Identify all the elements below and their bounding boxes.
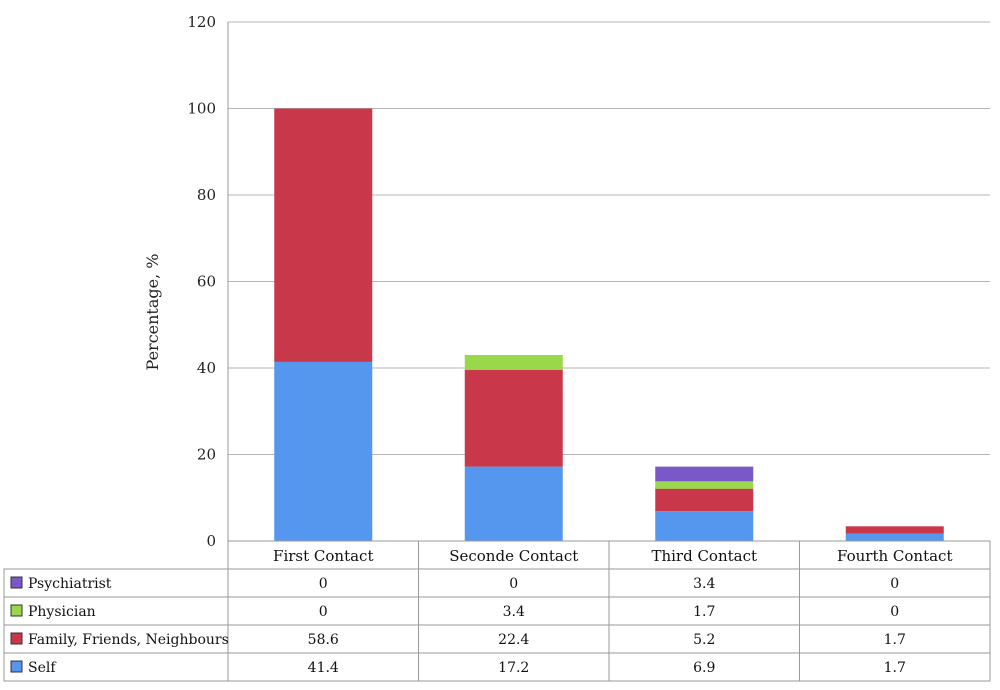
bar-0-series-0 [274,361,373,541]
y-tick-label-6: 120 [187,13,216,31]
table-cell-3-3: 1.7 [884,660,906,676]
table-cell-2-1: 22.4 [498,632,529,648]
legend-label-2: Family, Friends, Neighbours [28,632,229,648]
bar-1-series-0 [464,466,563,541]
category-label-2: Third Contact [651,547,757,565]
y-tick-label-4: 80 [197,186,216,204]
table-cell-3-2: 6.9 [693,660,715,676]
bar-2-series-2 [655,481,754,489]
legend-swatch-3 [10,660,23,673]
table-cell-2-0: 58.6 [308,632,339,648]
table-cell-1-2: 1.7 [693,604,715,620]
y-tick-label-0: 0 [206,532,216,550]
y-tick-label-1: 20 [197,446,216,464]
category-label-0: First Contact [273,547,373,565]
table-cell-3-0: 41.4 [308,660,339,676]
table-cell-1-0: 0 [319,604,328,620]
table-cell-0-0: 0 [319,576,328,592]
table-cell-2-2: 5.2 [693,632,715,648]
bar-3-series-0 [845,533,944,541]
category-label-3: Fourth Contact [837,547,952,565]
legend-label-3: Self [28,660,57,676]
bar-1-series-1 [464,369,563,467]
table-cell-1-1: 3.4 [503,604,525,620]
table-cell-2-3: 1.7 [884,632,906,648]
legend-swatch-1 [10,604,23,617]
table-cell-0-2: 3.4 [693,576,715,592]
legend-label-1: Physician [28,604,96,620]
table-cell-0-1: 0 [509,576,518,592]
bar-1-series-2 [464,355,563,370]
y-tick-label-2: 40 [197,359,216,377]
table-cell-3-1: 17.2 [498,660,529,676]
legend-label-0: Psychiatrist [28,576,112,592]
bar-2-series-1 [655,488,754,512]
table-cell-1-3: 0 [890,604,899,620]
bar-0-series-1 [274,108,373,362]
y-tick-label-3: 60 [197,273,216,291]
category-label-1: Seconde Contact [449,547,578,565]
table-cell-0-3: 0 [890,576,899,592]
bar-2-series-0 [655,511,754,541]
y-tick-labels: 0 20 40 60 80 100 120 [187,13,216,550]
legend-swatch-2 [10,632,23,645]
y-axis-label: Percentage, % [143,254,162,371]
bar-3-series-1 [845,526,944,534]
bars [274,108,944,541]
y-tick-label-5: 100 [187,100,216,118]
legend-swatch-0 [10,576,23,589]
data-table: First Contact Seconde Contact Third Contac… [3,540,991,682]
bar-2-series-3 [655,466,754,482]
